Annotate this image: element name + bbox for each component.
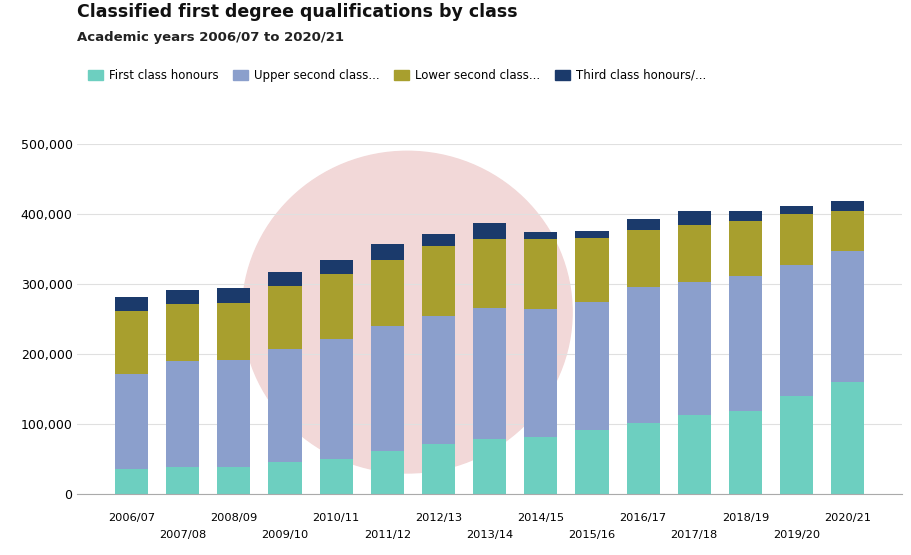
Bar	[269, 273, 302, 286]
Bar	[166, 304, 200, 361]
Bar	[217, 287, 251, 303]
Bar	[576, 231, 609, 238]
Bar	[320, 260, 353, 274]
Text: 2015/16: 2015/16	[568, 531, 616, 541]
Ellipse shape	[242, 152, 572, 473]
Bar	[780, 265, 814, 396]
Bar	[320, 339, 353, 459]
Bar	[422, 443, 456, 494]
Bar	[115, 470, 148, 494]
Bar	[524, 437, 558, 494]
Bar	[371, 451, 404, 494]
Bar	[627, 287, 660, 423]
Bar	[576, 430, 609, 494]
Bar	[780, 396, 814, 494]
Bar	[473, 440, 507, 494]
Bar	[217, 360, 251, 467]
Bar	[320, 459, 353, 494]
Text: 2020/21: 2020/21	[824, 513, 871, 523]
Bar	[269, 462, 302, 494]
Bar	[627, 219, 660, 230]
Text: 2013/14: 2013/14	[466, 531, 513, 541]
Bar	[780, 206, 814, 214]
Text: 2017/18: 2017/18	[670, 531, 718, 541]
Bar	[269, 286, 302, 349]
Bar	[422, 246, 456, 316]
Text: Classified first degree qualifications by class: Classified first degree qualifications b…	[77, 3, 518, 21]
Text: 2014/15: 2014/15	[517, 513, 565, 523]
Bar	[115, 297, 148, 311]
Bar	[627, 230, 660, 287]
Bar	[524, 232, 558, 239]
Text: 2018/19: 2018/19	[722, 513, 769, 523]
Text: 2006/07: 2006/07	[108, 513, 155, 523]
Text: 2011/12: 2011/12	[363, 531, 411, 541]
Bar	[269, 349, 302, 462]
Text: 2007/08: 2007/08	[159, 531, 206, 541]
Bar	[371, 326, 404, 451]
Bar	[115, 311, 148, 374]
Bar	[217, 467, 251, 494]
Bar	[422, 234, 456, 246]
Text: 2016/17: 2016/17	[619, 513, 667, 523]
Text: 2008/09: 2008/09	[210, 513, 258, 523]
Bar	[729, 411, 763, 494]
Bar	[473, 308, 507, 440]
Bar	[831, 201, 865, 211]
Bar	[166, 290, 200, 304]
Bar	[780, 214, 814, 265]
Bar	[320, 274, 353, 339]
Bar	[115, 374, 148, 470]
Text: 2019/20: 2019/20	[773, 531, 820, 541]
Bar	[678, 282, 711, 415]
Bar	[576, 302, 609, 430]
Bar	[217, 303, 251, 360]
Bar	[473, 239, 507, 308]
Bar	[576, 238, 609, 302]
Bar	[831, 382, 865, 494]
Bar	[729, 276, 763, 411]
Bar	[524, 309, 558, 437]
Bar	[831, 211, 865, 251]
Bar	[678, 211, 711, 225]
Text: 2012/13: 2012/13	[415, 513, 462, 523]
Bar	[831, 251, 865, 382]
Bar	[729, 221, 763, 276]
Bar	[627, 423, 660, 494]
Bar	[524, 239, 558, 309]
Bar	[729, 211, 763, 221]
Bar	[678, 225, 711, 282]
Bar	[371, 244, 404, 260]
Bar	[473, 223, 507, 239]
Bar	[166, 467, 200, 494]
Bar	[678, 415, 711, 494]
Bar	[166, 361, 200, 467]
Text: Academic years 2006/07 to 2020/21: Academic years 2006/07 to 2020/21	[77, 31, 344, 43]
Text: 2009/10: 2009/10	[261, 531, 309, 541]
Legend: First class honours, Upper second class..., Lower second class..., Third class h: First class honours, Upper second class.…	[83, 64, 711, 87]
Bar	[371, 260, 404, 326]
Bar	[422, 316, 456, 443]
Text: 2010/11: 2010/11	[312, 513, 360, 523]
